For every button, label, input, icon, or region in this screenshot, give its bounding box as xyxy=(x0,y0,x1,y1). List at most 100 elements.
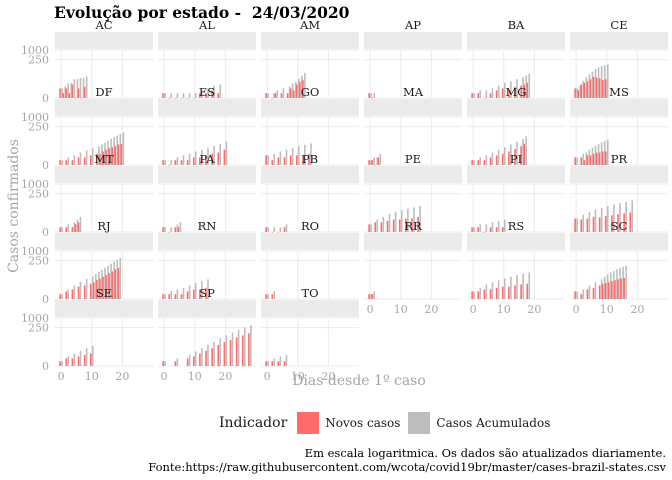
facet-label-es: ES xyxy=(199,85,215,99)
bar-new-sc xyxy=(592,287,595,299)
facet-label-sc: SC xyxy=(611,219,628,233)
bar-cumulative-am xyxy=(297,78,300,98)
bar-new-pi xyxy=(489,227,492,232)
bar-cumulative-to xyxy=(285,354,288,366)
bar-cumulative-es xyxy=(194,151,197,165)
facet-strip-ms xyxy=(570,99,668,116)
bar-new-df xyxy=(108,148,110,165)
bar-cumulative-ac xyxy=(67,83,70,98)
bar-cumulative-rj xyxy=(79,281,82,299)
bar-new-ro xyxy=(271,294,274,299)
y-tick-label: 250 xyxy=(28,322,49,335)
y-tick-label: 0 xyxy=(42,226,49,239)
bar-cumulative-se xyxy=(61,361,63,366)
bar-new-rj xyxy=(99,278,101,299)
bar-cumulative-am xyxy=(267,93,269,98)
facet-strip-al xyxy=(158,32,256,49)
legend-item-cumulative: Casos Acumulados xyxy=(408,412,550,434)
bar-cumulative-am xyxy=(288,86,291,98)
bar-new-rn xyxy=(186,291,189,299)
bar-cumulative-sc xyxy=(588,285,591,299)
bar-cumulative-am xyxy=(282,88,285,98)
bar-new-am xyxy=(299,82,301,98)
bar-new-se xyxy=(89,353,92,366)
bar-new-pr xyxy=(598,217,601,232)
facet-label-df: DF xyxy=(95,85,112,99)
legend-label-new: Novos casos xyxy=(325,416,401,430)
bar-cumulative-pe xyxy=(376,219,379,232)
bar-new-es xyxy=(168,165,171,166)
chart-title: Evolução por estado - 24/03/2020 xyxy=(54,3,350,22)
bar-new-ba xyxy=(523,84,525,98)
bar-new-al xyxy=(168,98,171,99)
bar-cumulative-rn xyxy=(194,283,197,299)
bar-new-sp xyxy=(205,350,207,366)
bar-cumulative-se xyxy=(73,353,76,366)
facet-label-to: TO xyxy=(301,286,318,300)
bar-cumulative-sc xyxy=(603,276,606,299)
bar-cumulative-es xyxy=(219,143,222,165)
bar-new-ms xyxy=(592,153,595,165)
bar-cumulative-df xyxy=(85,150,88,165)
bar-cumulative-ms xyxy=(606,139,609,165)
legend-swatch-new xyxy=(297,412,320,434)
bar-new-rj xyxy=(96,280,98,299)
bar-new-rs xyxy=(489,289,492,299)
bar-new-al xyxy=(217,93,220,98)
bar-new-rj xyxy=(83,285,86,299)
bar-new-pi xyxy=(495,227,498,232)
bar-new-mg xyxy=(523,143,525,165)
bar-cumulative-sp xyxy=(207,344,209,366)
bar-new-pr xyxy=(611,215,613,232)
bar-cumulative-es xyxy=(164,160,166,165)
bar-new-al xyxy=(211,90,213,98)
bar-new-ms xyxy=(574,157,576,165)
bar-new-ac xyxy=(59,88,61,98)
bar-cumulative-sc xyxy=(610,272,612,299)
facet-label-ro: RO xyxy=(301,219,319,233)
bar-new-ce xyxy=(580,84,583,98)
bar-cumulative-rn xyxy=(188,285,191,299)
bar-new-ac xyxy=(77,88,80,98)
bar-cumulative-rj xyxy=(91,276,94,299)
bar-cumulative-ms xyxy=(594,145,597,165)
bar-new-go xyxy=(265,155,267,165)
bar-new-am xyxy=(289,88,292,98)
bar-new-pa xyxy=(168,232,171,233)
bar-cumulative-ms xyxy=(582,153,585,165)
bar-new-sc xyxy=(604,283,607,299)
bar-cumulative-rj xyxy=(85,278,88,299)
bar-new-rn xyxy=(174,294,177,299)
bar-cumulative-ma xyxy=(376,157,379,165)
bar-cumulative-ce xyxy=(585,77,588,98)
bar-new-go xyxy=(302,155,304,165)
y-tick-label: 1000 xyxy=(21,312,49,325)
facet-strip-ap xyxy=(364,32,462,49)
bar-new-es xyxy=(211,153,213,165)
bar-cumulative-pb xyxy=(273,227,276,232)
bar-cumulative-ba xyxy=(479,90,482,98)
bar-cumulative-pi xyxy=(473,227,475,232)
bar-cumulative-ba xyxy=(516,79,518,98)
bar-new-ce xyxy=(592,76,595,98)
bar-new-df xyxy=(77,157,80,165)
bar-new-sc xyxy=(623,277,625,299)
facet-strip-rr xyxy=(364,233,462,250)
bar-new-rs xyxy=(514,285,516,299)
facet-label-pi: PI xyxy=(510,152,522,166)
bar-cumulative-ma xyxy=(373,157,375,165)
bar-new-pa xyxy=(177,227,180,232)
bar-new-ce xyxy=(604,79,607,98)
bar-cumulative-al xyxy=(213,85,215,98)
bar-cumulative-al xyxy=(188,93,191,98)
bar-new-rj xyxy=(93,282,95,299)
bar-cumulative-pa xyxy=(164,227,166,232)
bar-new-pb xyxy=(283,227,286,232)
bar-new-pb xyxy=(277,232,280,233)
bar-new-rj xyxy=(77,286,80,299)
bar-cumulative-pe xyxy=(388,214,391,232)
bar-cumulative-ba xyxy=(503,82,506,98)
bar-new-sc xyxy=(598,285,601,299)
bar-cumulative-rn xyxy=(176,289,179,299)
bar-cumulative-mg xyxy=(497,149,500,165)
